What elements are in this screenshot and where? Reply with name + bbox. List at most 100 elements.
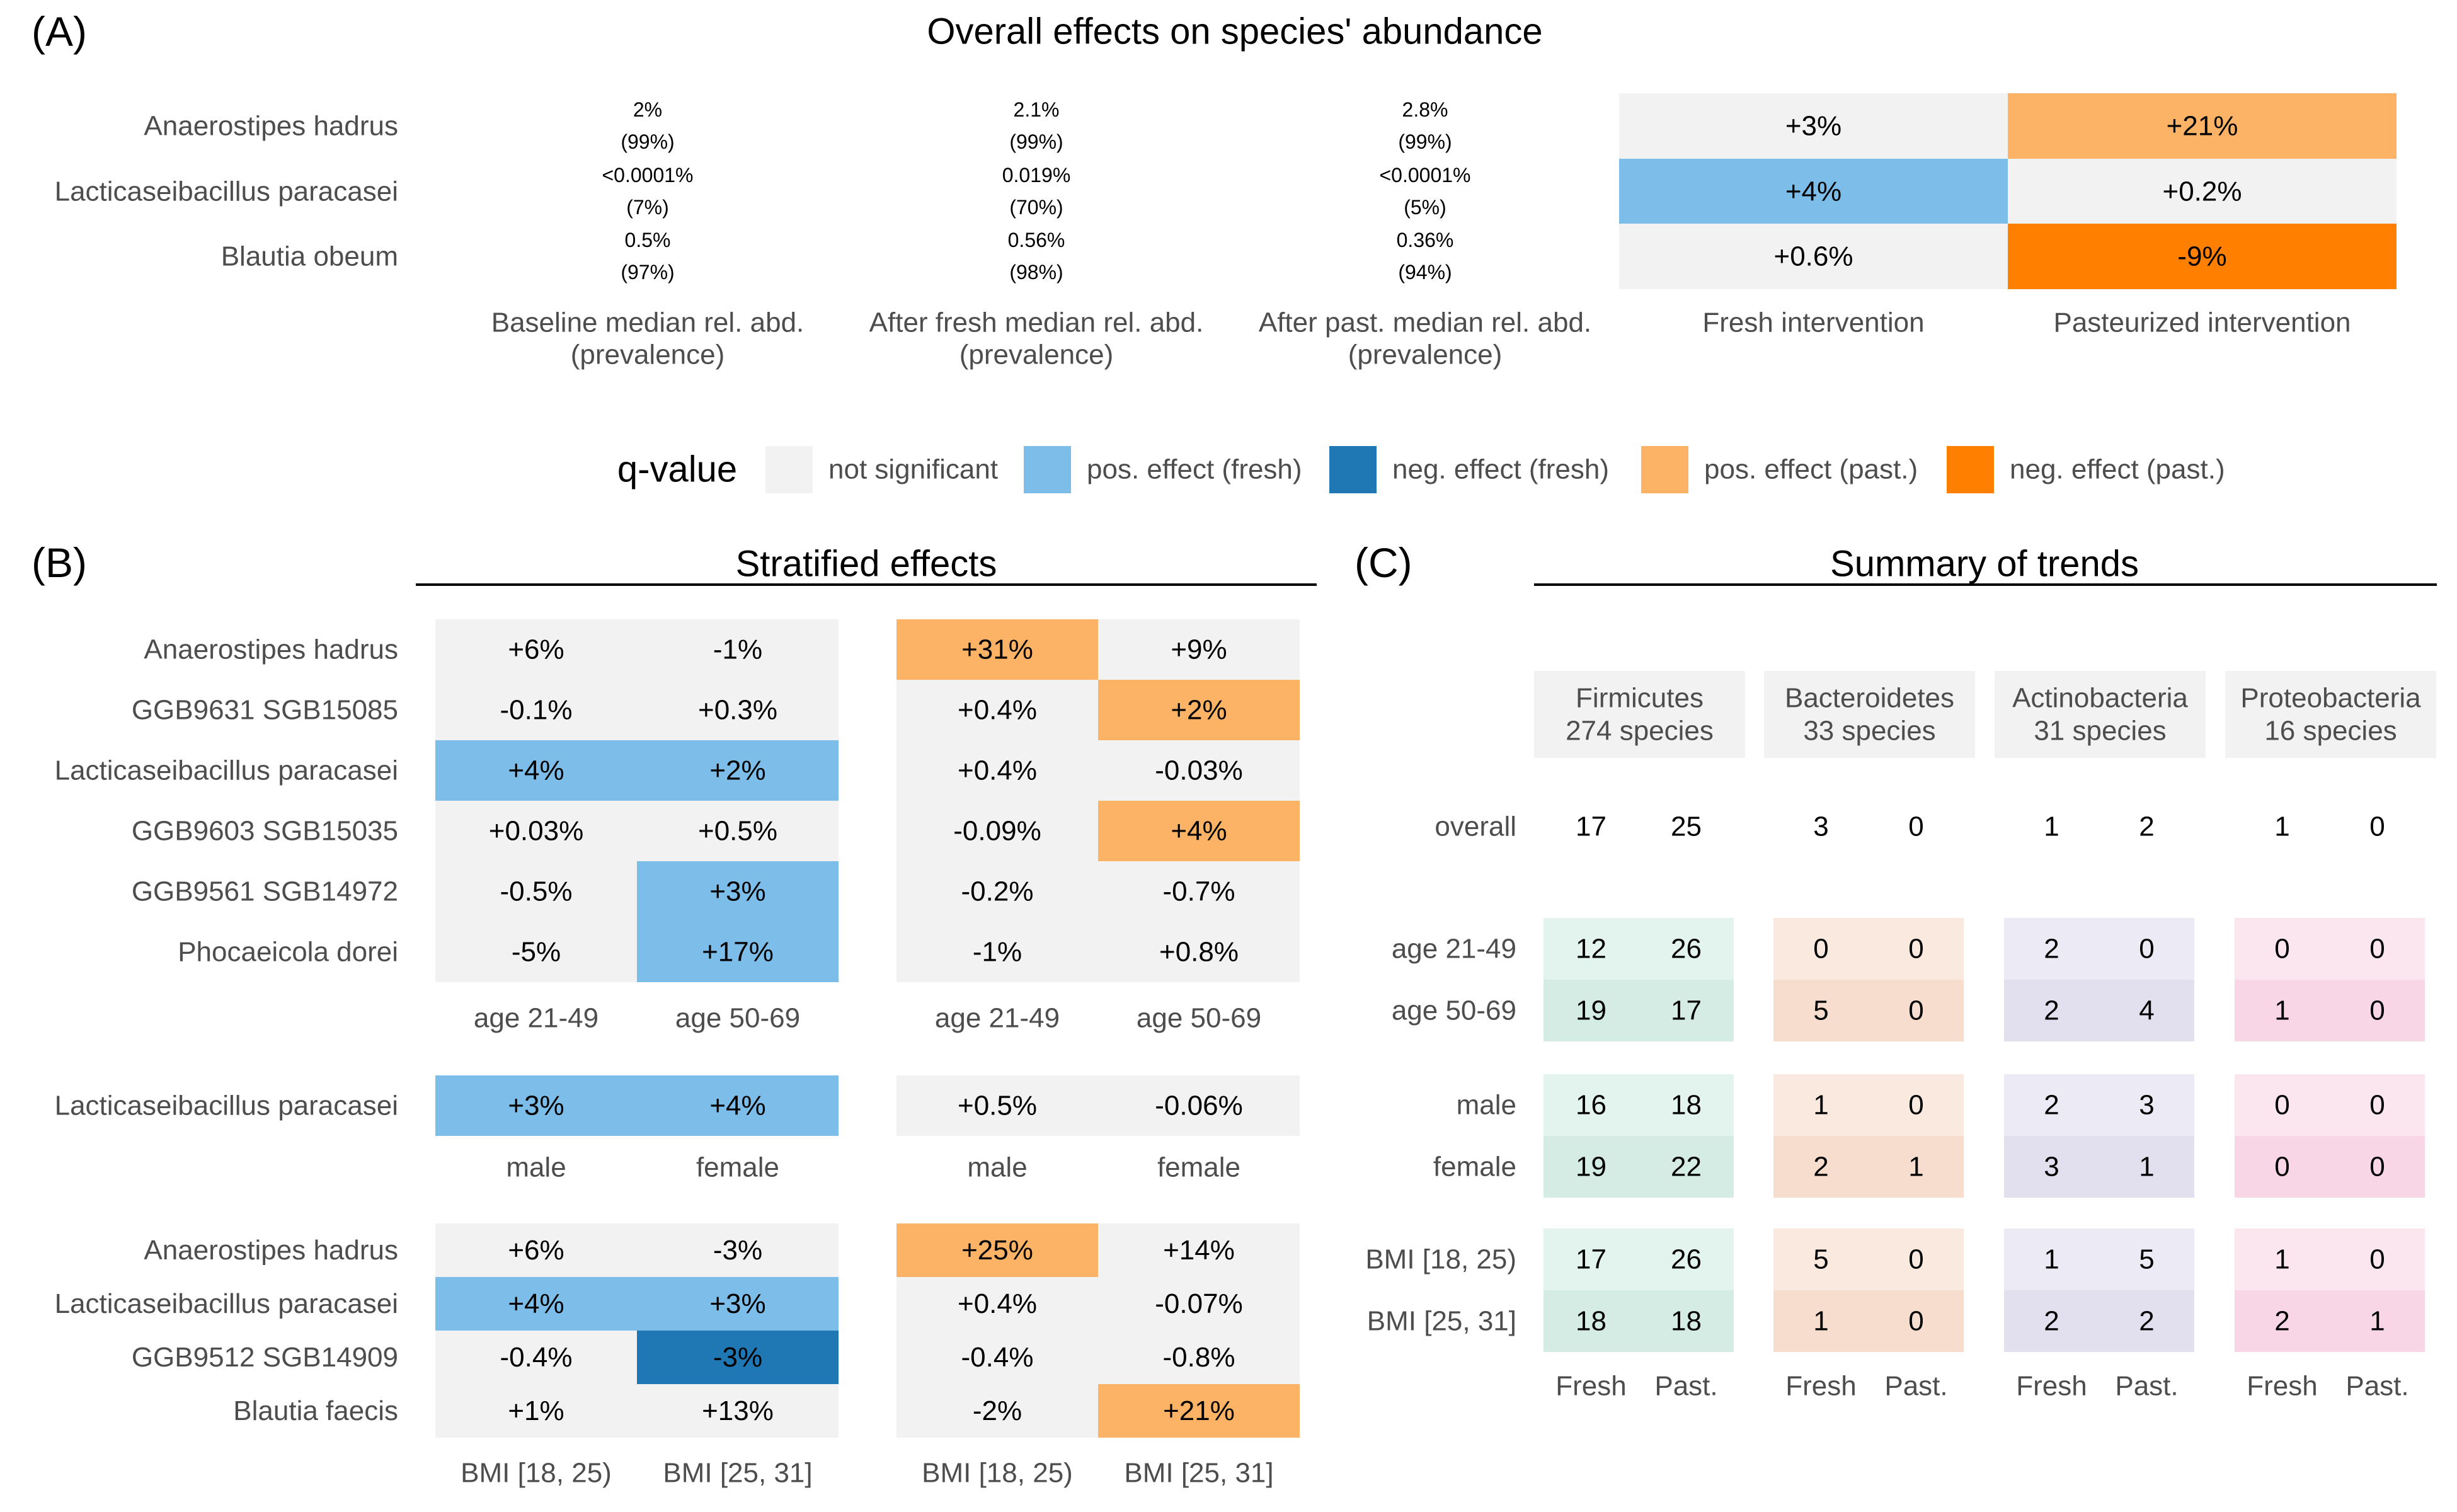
panel-b-effect-label: -0.5%: [500, 876, 573, 907]
panel-b-stratum-label: BMI [25, 31]: [663, 1458, 812, 1489]
panel-b-effect-label: -0.03%: [1155, 755, 1242, 786]
panel-b-effect-cell: [435, 680, 637, 740]
panel-b-title: Stratified effects: [736, 544, 997, 585]
panel-c-count-label: 0: [2139, 934, 2154, 965]
panel-b-stratum-label: age 21-49: [474, 1003, 598, 1034]
panel-c-count-cell: [1773, 918, 1964, 980]
panel-c-column-label: Past.: [1884, 1371, 1947, 1402]
panel-b-effect-cell: [896, 740, 1098, 801]
panel-b-effect-cell: [637, 1277, 839, 1331]
panel-c-row-label: overall: [1435, 811, 1516, 842]
panel-a-median-value: 0.019%: [1002, 164, 1071, 186]
panel-b-row-label: Lacticaseibacillus paracasei: [55, 755, 398, 786]
panel-b-effect-cell: [1098, 740, 1300, 801]
panel-b-stratum-label: male: [967, 1152, 1027, 1183]
panel-b-stratum-label: age 50-69: [1137, 1003, 1261, 1034]
panel-b-effect-label: +3%: [508, 1091, 564, 1121]
panel-c-phylum-species: 31 species: [2034, 716, 2166, 747]
panel-c-count-label: 2: [2044, 995, 2059, 1026]
panel-a-effect-label: +4%: [1785, 176, 1841, 207]
panel-b-row-label: GGB9561 SGB14972: [132, 876, 398, 907]
panel-b-effect-cell: [435, 1075, 637, 1136]
panel-a-prevalence-value: (70%): [1009, 196, 1063, 219]
panel-b-effect-label: +1%: [508, 1395, 564, 1426]
panel-b-row-label: GGB9631 SGB15085: [132, 695, 398, 726]
panel-c-count-label: 1: [2274, 1244, 2289, 1275]
panel-b-effect-cell: [896, 1331, 1098, 1384]
panel-b-row-label: Phocaeicola dorei: [178, 937, 398, 968]
panel-c-column-label: Fresh: [1555, 1371, 1626, 1402]
panel-c-count-cell: [1773, 980, 1964, 1041]
panel-b-effect-label: -0.7%: [1163, 876, 1235, 907]
panel-c-count-label: 0: [2369, 1152, 2385, 1183]
panel-b-effect-cell: [637, 1223, 839, 1277]
panel-c-count-cell: [2004, 980, 2194, 1041]
panel-c-count-label: 0: [2369, 1244, 2385, 1275]
panel-c-count-cell: [1544, 1136, 1734, 1198]
panel-b-effect-label: +0.4%: [958, 755, 1037, 786]
panel-c-column-label: Fresh: [2247, 1371, 2317, 1402]
panel-c-row-label: BMI [18, 25): [1365, 1244, 1516, 1275]
panel-b-effect-label: +4%: [1171, 816, 1227, 847]
panel-c-count-cell: [2004, 1136, 2194, 1198]
panel-b-effect-label: +0.5%: [958, 1091, 1037, 1121]
panel-c-tag: (C): [1354, 539, 1412, 586]
panel-b-effect-cell: [637, 1075, 839, 1136]
panel-b: (B) Stratified effects Anaerostipes hadrus…: [32, 539, 1317, 1489]
panel-b-effect-label: -3%: [713, 1342, 762, 1373]
panel-a-prevalence-value: (99%): [1398, 130, 1452, 153]
panel-c-count-label: 0: [1813, 934, 1828, 965]
legend-swatch: [1947, 446, 1994, 493]
panel-b-stratum-label: BMI [18, 25): [922, 1458, 1073, 1489]
panel-b-effect-label: +0.4%: [958, 695, 1037, 726]
panel-c-count-label: 1: [1908, 1152, 1923, 1183]
panel-b-row-label: GGB9512 SGB14909: [132, 1342, 398, 1373]
panel-c-row-label: female: [1433, 1152, 1516, 1183]
panel-c-count-cell: [2235, 1074, 2425, 1136]
panel-a-prevalence-value: (97%): [621, 261, 674, 284]
panel-b-effect-cell: [435, 1223, 637, 1277]
panel-a-effect-header: Pasteurized intervention: [2053, 307, 2351, 338]
panel-a-effect-label: -9%: [2177, 241, 2226, 272]
panel-c-count-label: 22: [1671, 1152, 1702, 1183]
panel-c-count-cell: [1773, 1136, 1964, 1198]
panel-c-count-cell: [2004, 1228, 2194, 1290]
panel-c-count-label: 5: [1813, 995, 1828, 1026]
panel-c-count-label: 19: [1576, 1152, 1606, 1183]
panel-a-median-value: <0.0001%: [1379, 164, 1470, 186]
panel-b-effect-label: +25%: [961, 1235, 1033, 1266]
panel-a-row-label: Anaerostipes hadrus: [144, 111, 398, 142]
panel-c-overall-count: 25: [1671, 811, 1702, 842]
panel-b-effect-label: +2%: [709, 755, 765, 786]
panel-b-stratum-label: male: [506, 1152, 566, 1183]
panel-b-stratum-label: age 21-49: [935, 1003, 1060, 1034]
panel-c-count-label: 18: [1671, 1306, 1702, 1337]
legend-swatch: [1641, 446, 1688, 493]
panel-b-effect-label: +0.4%: [958, 1288, 1037, 1319]
panel-c-count-cell: [1773, 1290, 1964, 1352]
legend-swatch: [765, 446, 813, 493]
panel-a-median-value: 0.36%: [1397, 229, 1454, 251]
panel-c-count-label: 0: [1908, 934, 1923, 965]
panel-c-count-label: 2: [2274, 1306, 2289, 1337]
panel-c-count-cell: [1544, 980, 1734, 1041]
panel-c-column-label: Past.: [1654, 1371, 1717, 1402]
panel-a-effect-cell: [1619, 224, 2008, 289]
panel-c-count-label: 1: [2369, 1306, 2385, 1337]
panel-b-effect-label: -1%: [713, 634, 762, 665]
panel-b-effect-label: -0.4%: [500, 1342, 573, 1373]
legend-label: not significant: [828, 454, 998, 485]
panel-b-effect-label: -5%: [512, 937, 561, 968]
legend-title: q-value: [617, 449, 737, 490]
panel-c-row-label: age 21-49: [1392, 934, 1516, 965]
panel-c-phylum-header-bg: [1995, 671, 2206, 758]
panel-c-count-label: 12: [1576, 934, 1606, 965]
panel-b-row-label: Lacticaseibacillus paracasei: [55, 1091, 398, 1121]
panel-c-count-label: 5: [2139, 1244, 2154, 1275]
panel-c-count-label: 0: [1908, 1306, 1923, 1337]
panel-a-median-value: 2%: [633, 98, 662, 121]
panel-b-row-label: Lacticaseibacillus paracasei: [55, 1288, 398, 1319]
panel-b-stratum-label: female: [1157, 1152, 1240, 1183]
panel-b-effect-label: +4%: [508, 755, 564, 786]
